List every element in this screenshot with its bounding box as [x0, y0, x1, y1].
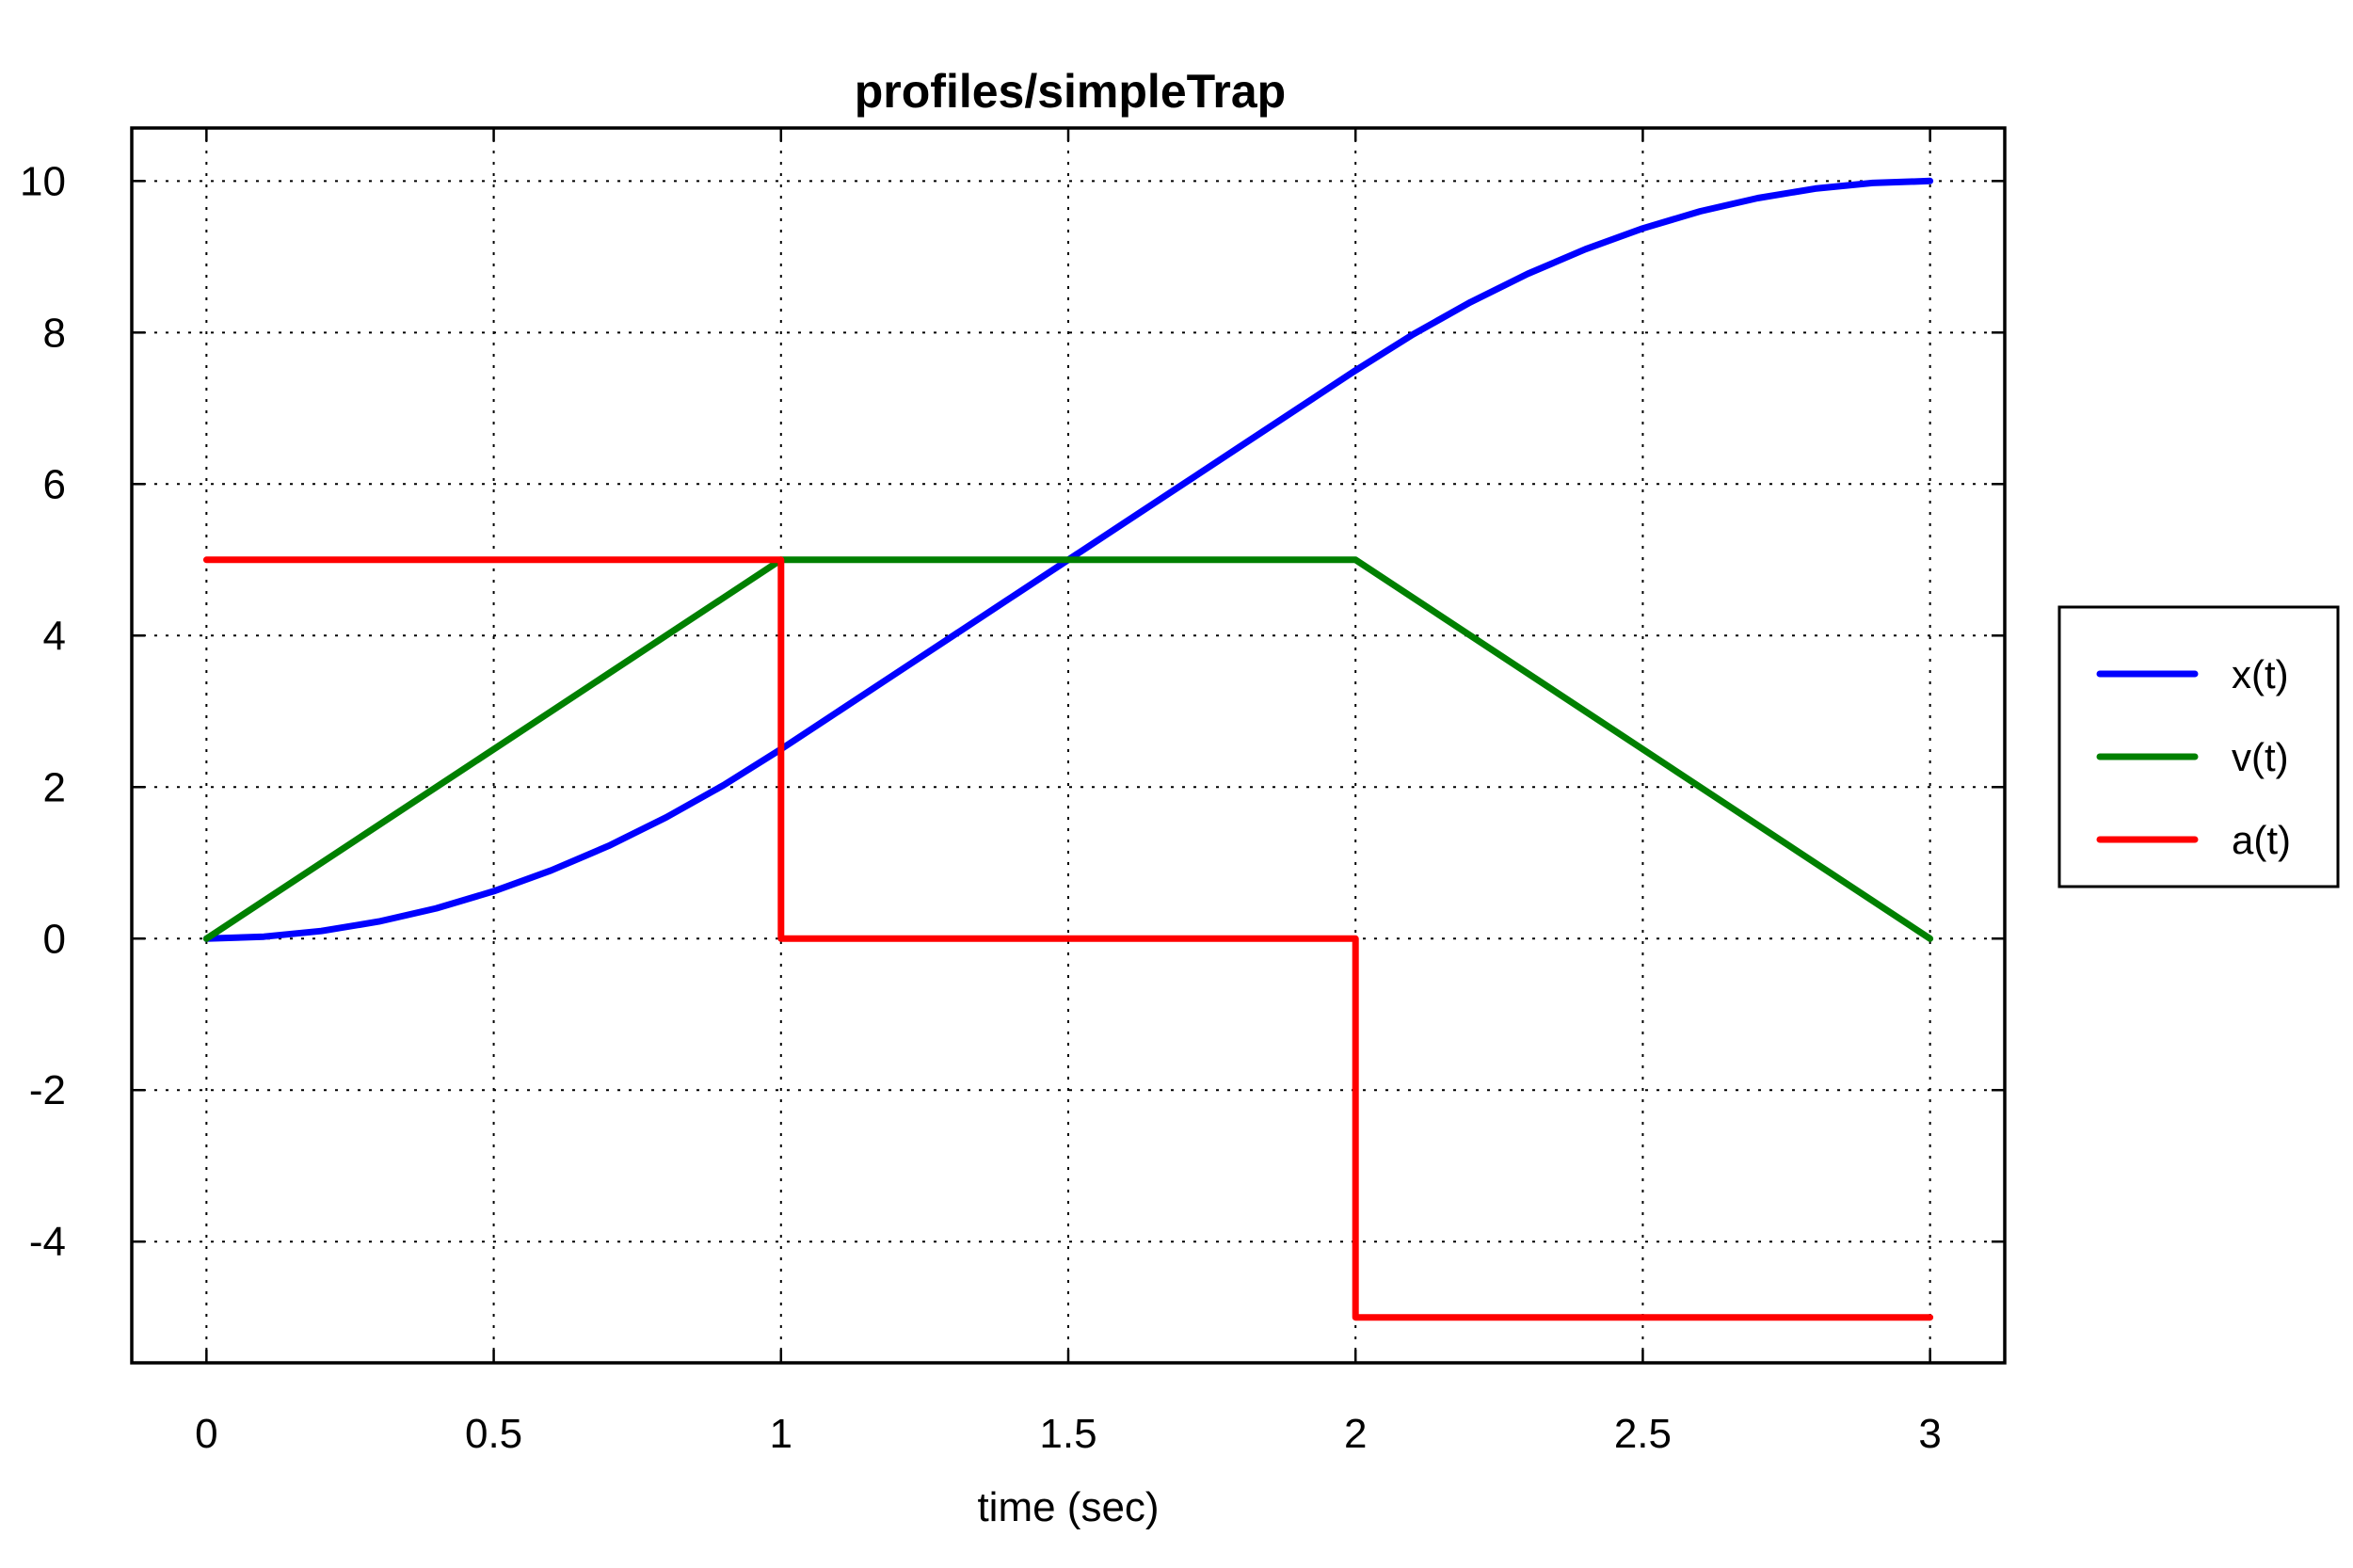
legend-items: x(t) v(t) a(t) [2096, 652, 2291, 862]
axis-ticks [132, 128, 2005, 1363]
plot-series [202, 177, 1934, 1321]
y-tick-label: -4 [29, 1219, 66, 1265]
x-tick-label: 0.5 [465, 1411, 522, 1457]
x-axis-label: time (sec) [977, 1484, 1159, 1530]
y-tick-label: 4 [43, 613, 66, 659]
legend-label: v(t) [2232, 735, 2289, 779]
y-tick-label: 2 [43, 764, 66, 810]
x-tick-label: 2.5 [1614, 1411, 1672, 1457]
x-tick-label: 1 [770, 1411, 792, 1457]
chart-title: profiles/simpleTrap [855, 65, 1286, 118]
x-tick-label: 3 [1918, 1411, 1941, 1457]
series-line [202, 556, 1934, 1321]
y-tick-label: 6 [43, 461, 66, 507]
y-tick-label: 0 [43, 916, 66, 962]
y-tick-label: 10 [20, 158, 66, 204]
legend-label: a(t) [2232, 818, 2291, 862]
y-tick-labels: -4 -2 0 2 4 6 8 10 [20, 158, 66, 1265]
series-line [202, 556, 1934, 942]
x-tick-label: 2 [1344, 1411, 1367, 1457]
legend-label: x(t) [2232, 652, 2289, 696]
y-tick-label: 8 [43, 310, 66, 356]
x-tick-label: 0 [195, 1411, 217, 1457]
x-tick-label: 1.5 [1039, 1411, 1096, 1457]
legend: x(t) v(t) a(t) [2057, 605, 2340, 888]
legend-box [2057, 605, 2340, 888]
y-tick-label: -2 [29, 1067, 66, 1113]
x-tick-labels: 0 0.5 1 1.5 2 2.5 3 [195, 1411, 1942, 1457]
